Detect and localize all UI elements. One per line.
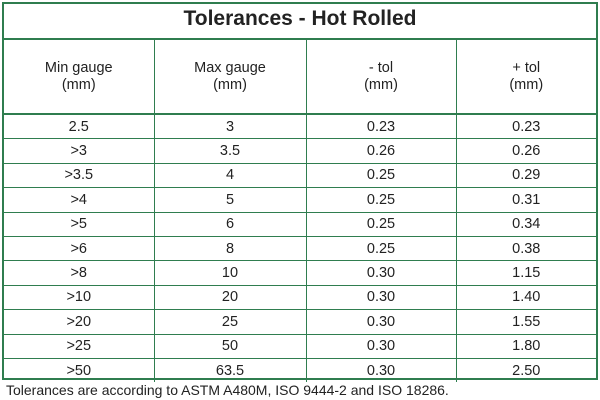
table-cell: 1.55 — [455, 309, 596, 335]
table-cell: 0.26 — [305, 138, 456, 164]
table-cell: 20 — [153, 285, 306, 311]
column-header-min-gauge: Min gauge (mm) — [4, 40, 154, 115]
table-row: >3.5 4 0.25 0.29 — [4, 163, 596, 189]
table-cell: 10 — [153, 260, 306, 286]
table-cell: 0.30 — [305, 260, 456, 286]
table-cell: >4 — [4, 187, 154, 213]
table-cell: 50 — [153, 334, 306, 359]
tolerance-table: Min gauge (mm) Max gauge (mm) - tol (mm)… — [4, 40, 596, 383]
table-cell: 0.26 — [455, 138, 596, 164]
table-cell: 0.38 — [455, 236, 596, 262]
tolerance-table-panel: Tolerances - Hot Rolled Min gauge (mm) M… — [2, 2, 598, 383]
table-cell: 0.25 — [305, 212, 456, 237]
column-unit: (mm) — [364, 77, 398, 93]
table-cell: 63.5 — [153, 358, 306, 383]
table-cell: 0.25 — [305, 163, 456, 189]
table-cell: 6 — [153, 212, 306, 237]
table-row: >20 25 0.30 1.55 — [4, 309, 596, 335]
table-cell: >10 — [4, 285, 154, 311]
table-cell: >8 — [4, 260, 154, 286]
column-label: Max gauge — [194, 60, 266, 76]
footnote: Tolerances are according to ASTM A480M, … — [6, 382, 449, 398]
column-header-minus-tol: - tol (mm) — [305, 40, 456, 115]
table-cell: 8 — [153, 236, 306, 262]
table-title: Tolerances - Hot Rolled — [4, 4, 596, 40]
table-cell: 4 — [153, 163, 306, 189]
table-cell: 0.31 — [455, 187, 596, 213]
column-header-plus-tol: + tol (mm) — [455, 40, 596, 115]
table-cell: >3.5 — [4, 163, 154, 189]
table-row: >25 50 0.30 1.80 — [4, 334, 596, 359]
table-cell: 0.23 — [305, 114, 456, 140]
column-unit: (mm) — [61, 77, 96, 93]
column-label: - tol — [368, 60, 394, 76]
table-cell: 0.30 — [305, 309, 456, 335]
table-cell: 2.5 — [4, 114, 154, 140]
table-cell: 0.30 — [305, 358, 456, 383]
table-cell: 0.25 — [305, 187, 456, 213]
table-cell: >50 — [66, 362, 92, 379]
table-cell: >20 — [4, 309, 154, 335]
table-cell: 3.5 — [153, 138, 306, 164]
table-row: >3 3.5 0.26 0.26 — [4, 138, 596, 164]
table-cell: 0.30 — [305, 285, 456, 311]
table-cell: 1.80 — [455, 334, 596, 359]
table-cell: >5 — [4, 212, 154, 237]
table-cell: 0.29 — [455, 163, 596, 189]
table-cell: 0.34 — [455, 212, 596, 237]
table-cell: 0.25 — [305, 236, 456, 262]
column-label: Min gauge — [44, 60, 113, 76]
column-header-max-gauge: Max gauge (mm) — [153, 40, 306, 115]
table-cell: >25 — [4, 334, 154, 359]
table-row: >8 10 0.30 1.15 — [4, 260, 596, 286]
column-unit: (mm) — [509, 77, 544, 93]
table-row: >50 63.5 0.30 2.50 — [4, 358, 596, 383]
table-cell: 0.23 — [455, 114, 596, 140]
column-unit: (mm) — [213, 77, 247, 93]
table-row: 2.5 3 0.23 0.23 — [4, 114, 596, 140]
table-row: >5 6 0.25 0.34 — [4, 212, 596, 237]
table-row: >4 5 0.25 0.31 — [4, 187, 596, 213]
table-cell: 0.30 — [305, 334, 456, 359]
table-body: 2.5 3 0.23 0.23 >3 3.5 0.26 0.26 >3.5 4 0.25 0.29 >4… — [4, 114, 596, 383]
table-row: >6 8 0.25 0.38 — [4, 236, 596, 262]
column-label: + tol — [512, 60, 541, 76]
table-cell: 2.50 — [455, 358, 596, 383]
table-cell: 5 — [153, 187, 306, 213]
table-row: >10 20 0.30 1.40 — [4, 285, 596, 311]
table-cell: 1.15 — [455, 260, 596, 286]
table-cell: 3 — [153, 114, 306, 140]
table-cell: >3 — [4, 138, 154, 164]
table-cell: 1.40 — [455, 285, 596, 311]
header-row: Min gauge (mm) Max gauge (mm) - tol (mm)… — [4, 40, 596, 115]
table-cell: >6 — [4, 236, 154, 262]
table-cell: 25 — [153, 309, 306, 335]
